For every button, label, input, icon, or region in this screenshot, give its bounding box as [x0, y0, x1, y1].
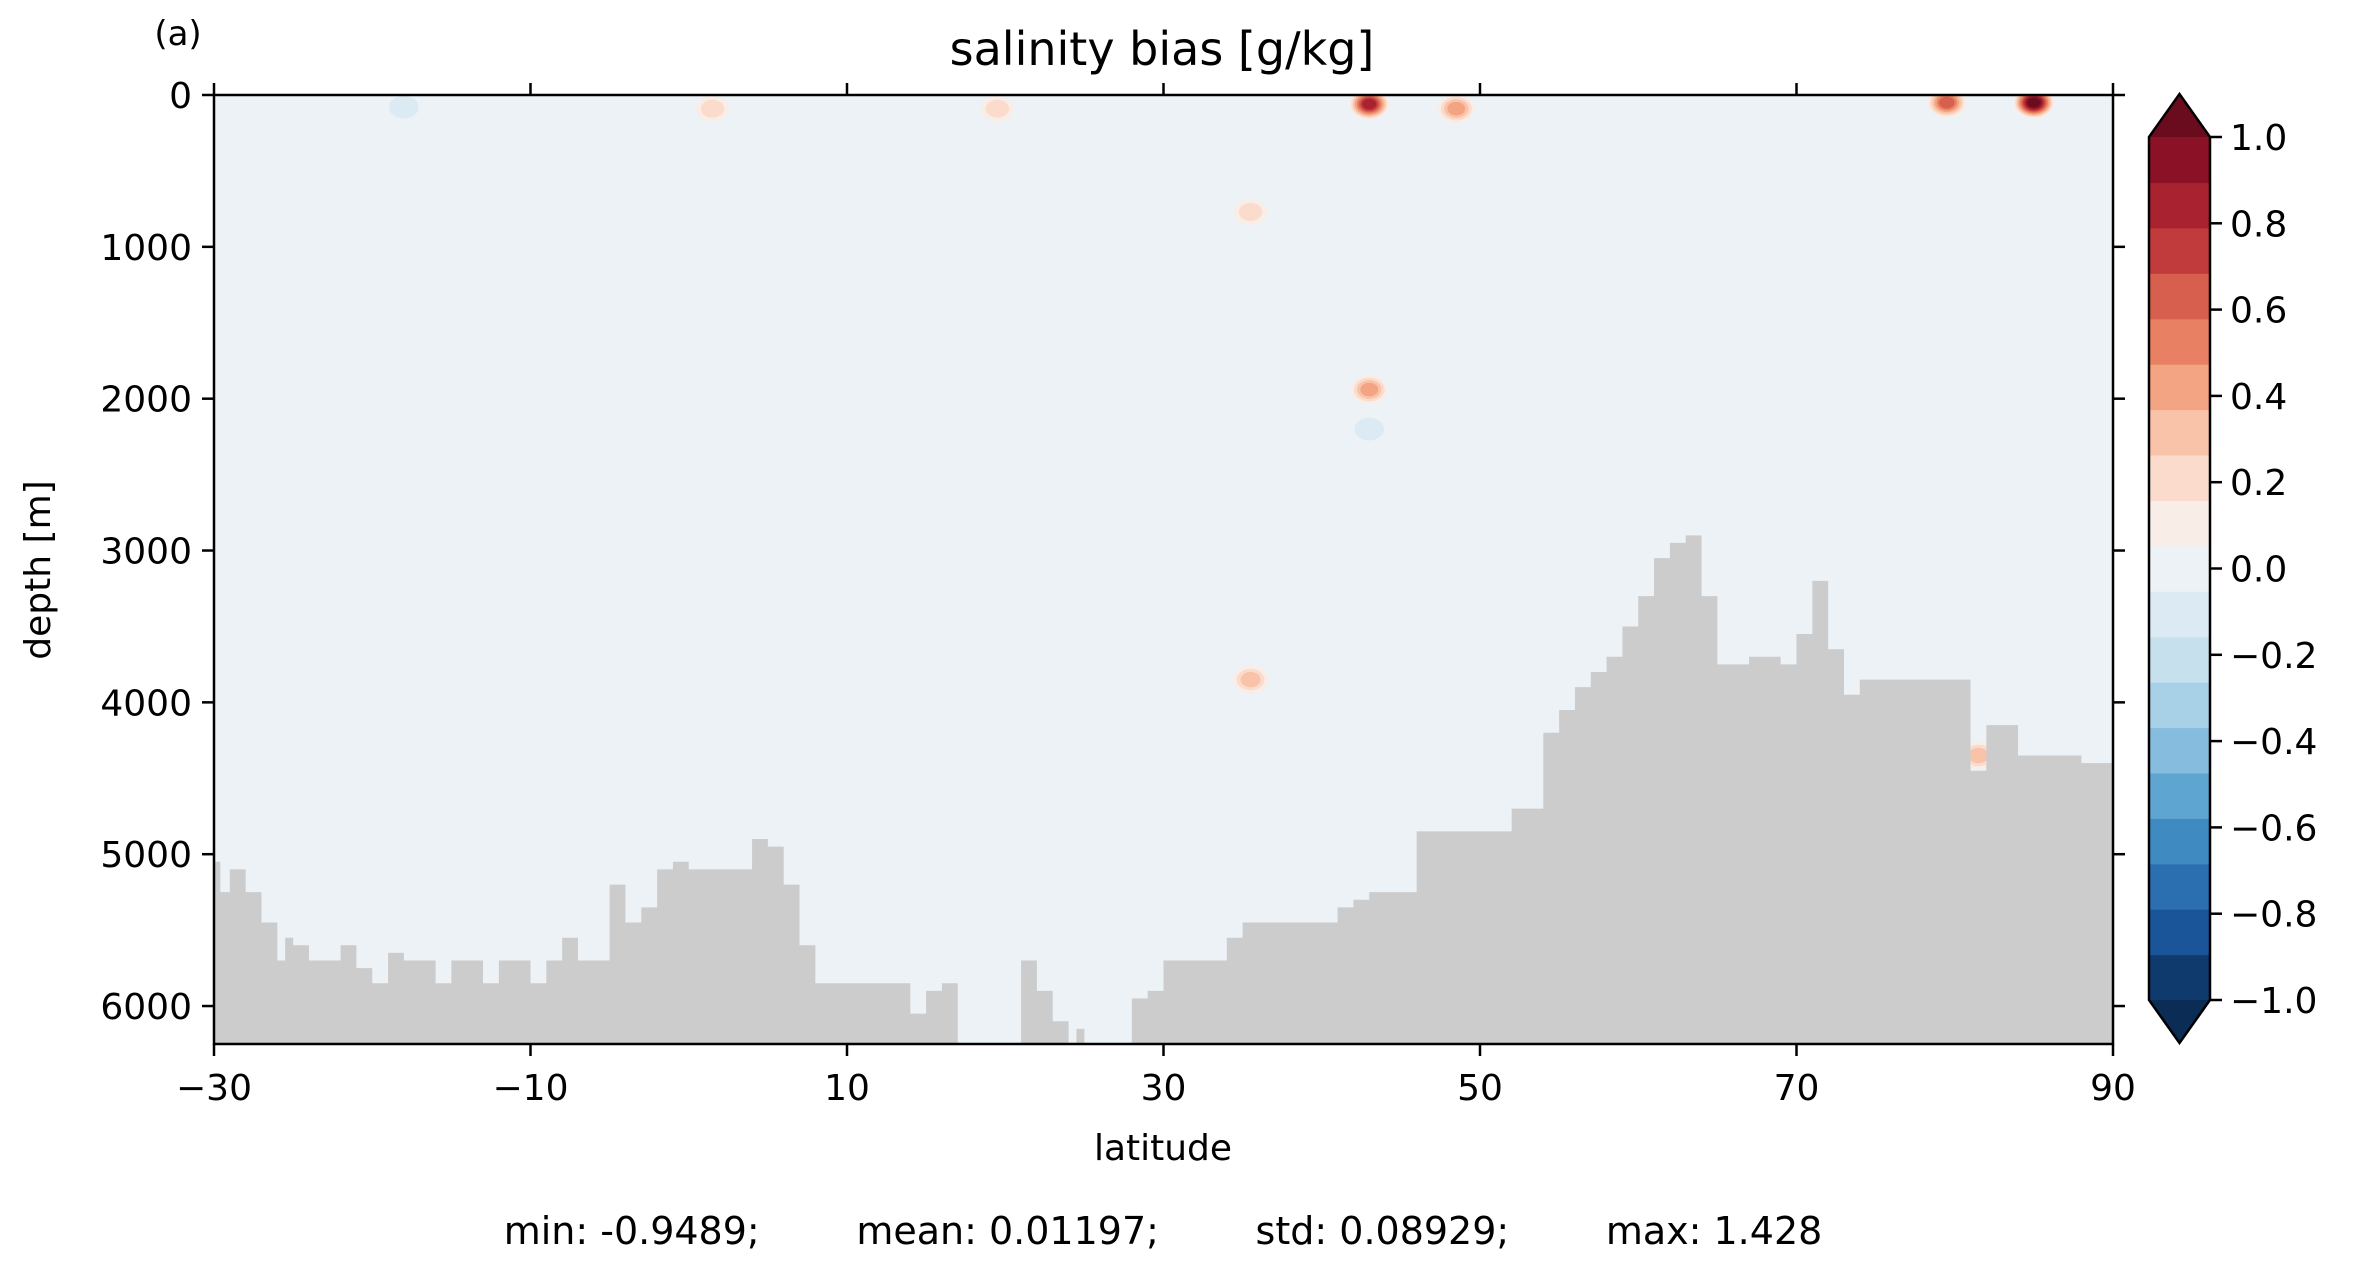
colorbar-bin — [2149, 772, 2210, 819]
x-tick-label: 90 — [2090, 1068, 2136, 1109]
colorbar-bin — [2149, 818, 2210, 865]
colorbar-bin — [2149, 318, 2210, 365]
colorbar-tick-label: 0.4 — [2230, 377, 2287, 418]
y-tick-label: 2000 — [100, 380, 192, 421]
y-tick-label: 1000 — [100, 228, 192, 269]
y-tick-label: 0 — [169, 76, 192, 117]
plot-area — [214, 95, 2113, 1044]
colorbar-tick-label: −0.4 — [2230, 722, 2317, 763]
colorbar-bin — [2149, 727, 2210, 774]
colorbar-tick-label: −1.0 — [2230, 981, 2317, 1022]
colorbar-bin — [2149, 636, 2210, 683]
anomaly-contour-8-2 — [985, 99, 1010, 118]
anomaly-contour-0-4 — [1360, 382, 1379, 397]
colorbar-bin — [2149, 863, 2210, 910]
colorbar-tick-label: 0.2 — [2230, 463, 2287, 504]
colorbar-bin — [2149, 137, 2210, 184]
x-tick-label: −30 — [176, 1068, 252, 1109]
anomaly-contour-5-3 — [1240, 671, 1261, 688]
colorbar-tick-label: −0.2 — [2230, 636, 2317, 677]
colorbar-bin — [2149, 182, 2210, 229]
x-tick-label: 30 — [1141, 1068, 1187, 1109]
colorbar-bin — [2149, 273, 2210, 320]
anomaly-contour-4-6 — [1939, 96, 1955, 109]
y-axis: 0 1000 2000 3000 4000 5000 6000 — [100, 76, 2125, 1028]
salinity-field — [381, 95, 2056, 773]
colorbar-bin — [2149, 909, 2210, 956]
x-axis: −30 −10 10 30 50 70 90 — [176, 83, 2136, 1109]
colorbar-tick-label: 0.6 — [2230, 291, 2287, 332]
colorbar-tick-label: 0.0 — [2230, 550, 2287, 591]
colorbar-bin — [2149, 545, 2210, 592]
chart-title: salinity bias [g/kg] — [950, 22, 1375, 76]
colorbar-tick-label: 1.0 — [2230, 118, 2287, 159]
y-axis-label: depth [m] — [18, 480, 59, 659]
bathymetry-land-mask — [214, 535, 2113, 1044]
anomaly-contour-7-3 — [1968, 747, 1989, 764]
colorbar: 1.0 0.8 0.6 0.4 0.2 0.0 −0.2 −0.4 −0.6 −0.8 −1.0 — [2147, 91, 2317, 1046]
stats-line: min: -0.9489; mean: 0.01197; std: 0.0892… — [504, 1209, 1823, 1253]
anomaly-contour-9-2 — [700, 99, 725, 118]
colorbar-bin — [2149, 454, 2210, 501]
y-tick-label: 3000 — [100, 532, 192, 573]
x-tick-label: −10 — [493, 1068, 569, 1109]
colorbar-bin — [2149, 954, 2210, 1001]
anomaly-contour-3-10 — [2027, 97, 2041, 108]
anomaly-contour-2-4 — [1447, 101, 1466, 116]
anomaly-contour-10-1 — [389, 95, 419, 119]
anomaly-contour-6-2 — [1238, 202, 1263, 221]
colorbar-extend-under — [2149, 1000, 2210, 1043]
colorbar-bin — [2149, 682, 2210, 729]
x-tick-label: 70 — [1774, 1068, 1820, 1109]
colorbar-tick-label: −0.8 — [2230, 895, 2317, 936]
colorbar-tick-label: 0.8 — [2230, 204, 2287, 245]
anomaly-contour-11-1 — [1354, 417, 1385, 441]
colorbar-extend-over — [2149, 94, 2210, 137]
panel-label: (a) — [154, 14, 201, 54]
colorbar-bin — [2149, 227, 2210, 274]
colorbar-tick-label: −0.6 — [2230, 808, 2317, 849]
x-tick-label: 50 — [1457, 1068, 1503, 1109]
y-tick-label: 6000 — [100, 987, 192, 1028]
colorbar-bin — [2149, 409, 2210, 456]
y-tick-label: 4000 — [100, 683, 192, 724]
x-axis-label: latitude — [1094, 1128, 1232, 1169]
colorbar-bin — [2149, 364, 2210, 411]
colorbar-bin — [2149, 500, 2210, 547]
y-tick-label: 5000 — [100, 835, 192, 876]
anomaly-contour-1-8 — [1362, 98, 1377, 110]
colorbar-bin — [2149, 591, 2210, 638]
x-tick-label: 10 — [824, 1068, 870, 1109]
